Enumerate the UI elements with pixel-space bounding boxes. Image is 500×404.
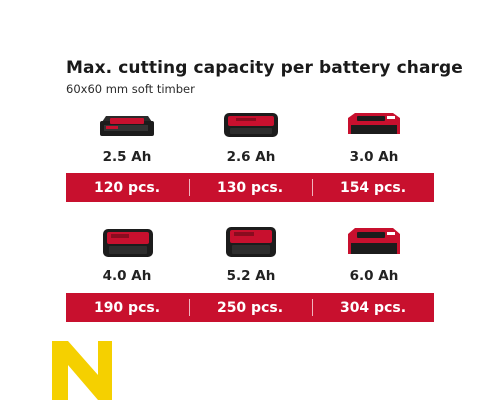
pieces-value: 304 pcs. xyxy=(339,299,407,316)
bar-divider xyxy=(189,299,190,316)
battery-pack-icon xyxy=(97,225,159,261)
battery-capacity-label: 2.6 Ah xyxy=(226,149,276,165)
battery-capacity-label: 2.5 Ah xyxy=(102,149,152,165)
battery-capacity-label: 4.0 Ah xyxy=(102,268,152,284)
bar-divider xyxy=(312,299,313,316)
pieces-bar: 120 pcs. 130 pcs. 154 pcs. xyxy=(66,173,434,202)
bar-divider xyxy=(312,179,313,196)
pieces-bar: 190 pcs. 250 pcs. 304 pcs. xyxy=(66,293,434,322)
battery-capacity-label: 6.0 Ah xyxy=(349,268,399,284)
battery-pack-icon xyxy=(343,108,405,140)
battery-capacity-label: 3.0 Ah xyxy=(349,149,399,165)
brand-logo-icon xyxy=(52,341,114,404)
pieces-value: 120 pcs. xyxy=(93,179,161,196)
battery-pack-icon xyxy=(220,223,282,261)
page-title: Max. cutting capacity per battery charge xyxy=(66,58,463,78)
pieces-value: 250 pcs. xyxy=(216,299,284,316)
battery-pack-icon xyxy=(343,224,405,260)
battery-pack-icon xyxy=(220,107,282,141)
battery-pack-icon xyxy=(96,110,158,140)
pieces-value: 130 pcs. xyxy=(216,179,284,196)
battery-capacity-label: 5.2 Ah xyxy=(226,268,276,284)
pieces-value: 154 pcs. xyxy=(339,179,407,196)
page-subtitle: 60x60 mm soft timber xyxy=(66,82,195,96)
bar-divider xyxy=(189,179,190,196)
pieces-value: 190 pcs. xyxy=(93,299,161,316)
